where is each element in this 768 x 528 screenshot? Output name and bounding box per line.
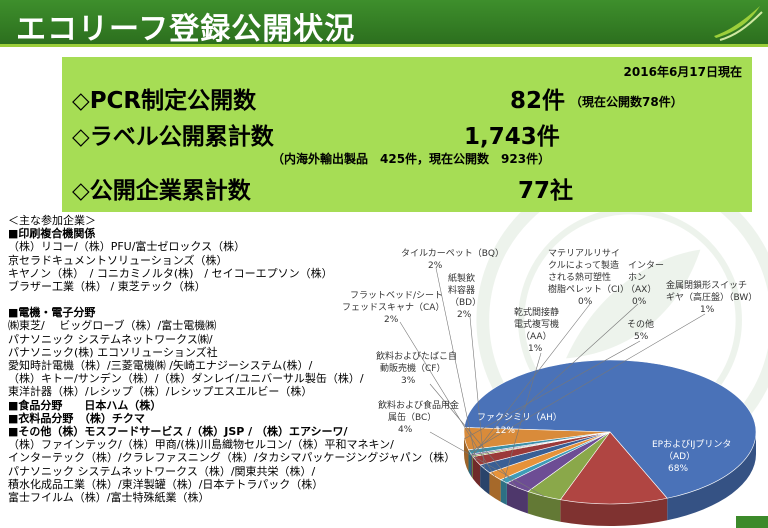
pie-slice-side [472,456,481,487]
company-line: （株）ファインテック/（株）甲商/(株)川島織物セルコン/（株）平和マネキン/ [8,438,394,452]
group-name-clothing: ■衣料品分野 （株）チクマ [8,411,145,425]
footer-accent-bar [736,516,768,528]
slice-label-other: その他 5% [627,318,657,342]
slice-label-bw: 金属閉鎖形スイッチ ギヤ（高圧盤）（BW） 1% [666,279,760,315]
companies-heading: ＜主な参加企業＞ [8,214,96,227]
leader-line [472,303,591,457]
pie-slice-side [489,472,501,502]
pie-slice [463,359,757,499]
leader-line [429,383,518,488]
company-line: インターテック（株）/クラレファスニング（株）/タカシマパッケージングジャパン（… [8,451,456,465]
label-count-value: 1,743件 [464,124,560,150]
pie-slice-side [471,455,473,479]
company-count-label: ◇公開企業累計数 [72,178,251,204]
slice-label-bc: 飲料および食品用金 属缶（BC） 4% [378,399,462,435]
pie-slice-side [527,491,561,522]
leader-line [503,352,542,482]
group-name-electronics: ■電機・電子分野 [8,306,96,320]
pie-slice-side [500,479,507,505]
company-line: 愛知時計電機（株）/三菱電機㈱ /矢崎エナジーシステム(株）/ [8,359,313,373]
slice-label-ah: ファクシミリ（AH） 12% [477,412,565,436]
group-name-printing: ■印刷複合機関係 [8,227,96,241]
summary-panel: 2016年6月17日現在 ◇PCR制定公開数 82件 （現在公開数78件） ◇ラ… [62,57,752,212]
pcr-count-note: （現在公開数78件） [570,95,683,109]
leader-line [471,303,639,455]
pie-slice-side [471,454,472,478]
header-divider [0,44,768,47]
company-line: （株）リコー/（株）PFU/富士ゼロックス（株） [8,240,246,254]
slice-label-aa: 乾式間接静 電式複写機 （AA） 1% [514,306,562,354]
company-line: ブラザー工業（株） / 東芝テック（株） [8,280,206,294]
label-count-label: ◇ラベル公開累計数 [72,124,274,150]
company-line: ㈱東芝/ ビッグローブ（株）/富士電機㈱ [8,319,217,333]
pcr-count-label: ◇PCR制定公開数 [72,88,257,114]
pie-depth [464,432,756,526]
company-line: パナソニック システムネットワークス（株）/関東共栄（株）/ [8,464,316,478]
group-name-food: ■食品分野 日本ハム（株） [8,398,162,412]
leader-line [399,321,496,477]
pie-slice-side [506,482,528,514]
slice-label-ax: インター ホン （AX） 0% [626,260,667,307]
company-line: 京セラドキュメントソリューションズ（株） [8,253,228,267]
company-count-value: 77社 [518,178,574,204]
slice-label-ci: マテリアルリサイ クルによって製造 される熱可塑性 樹脂ペレット（CI） 0% [548,248,632,307]
leaf-logo-icon [714,6,763,41]
leader-line [429,431,544,497]
company-line: パナソニック システムネットワークス㈱/ [8,332,213,346]
category-pie-chart: EPおよびIJプリンタ （AD） 68% ファクシミリ（AH） 12% 飲料およ… [300,230,768,528]
company-line: （株）キトー/サンデン（株）/（株）ダンレイ/ユニバーサル製缶（株）/ [8,372,364,386]
leader-line [435,267,477,461]
slice-label-ad: EPおよびIJプリンタ （AD） 68% [652,439,734,474]
company-line: 富士フイルム（株）/富士特殊紙業（株） [8,491,210,505]
pie-slice-side [560,498,668,526]
slice-label-cf: 飲料およびたばこ自 動販売機（CF） 3% [376,350,460,386]
company-line: パナソニック(株) エコソリューションズ社 [8,345,218,359]
pie-slice [559,431,668,505]
slice-label-bd: 紙製飲 料容器 （BD） 2% [448,272,484,320]
pie-leader-lines [399,267,706,497]
company-line: 積水化成品工業（株）/東洋製罐（株）/日本テトラパック（株） [8,477,324,491]
label-count-note: （内海外輸出製品 425件，現在公開数 923件） [272,152,551,166]
pcr-count-value: 82件 [510,88,566,114]
as-of-date: 2016年6月17日現在 [623,65,742,79]
leader-line [464,340,641,439]
slice-label-bq: タイルカーペット（BQ） 2% [401,248,507,271]
slice-label-ca: フラットベッド/シート フェッドスキャナ（CA） 2% [342,290,447,325]
slide-title: エコリーフ登録公開状況 [16,12,356,47]
company-line: 東洋計器（株）/レシップ（株）/レシップエスエルビー（株） [8,385,313,399]
leader-line [469,313,706,453]
company-line: キヤノン（株） / コニカミノルタ(株) / セイコーエプソン（株） [8,266,333,280]
pie-slice-side [667,432,756,521]
pie-slice-side [468,449,472,477]
pie-slice-side [480,464,490,495]
group-name-other: ■その他（株）モスフードサービス /（株）JSP / （株）エアシーワ/ [8,425,348,439]
slide-header: エコリーフ登録公開状況 [0,0,768,47]
participating-companies: ＜主な参加企業＞ ■印刷複合機関係 （株）リコー/（株）PFU/富士ゼロックス（… [8,214,456,505]
